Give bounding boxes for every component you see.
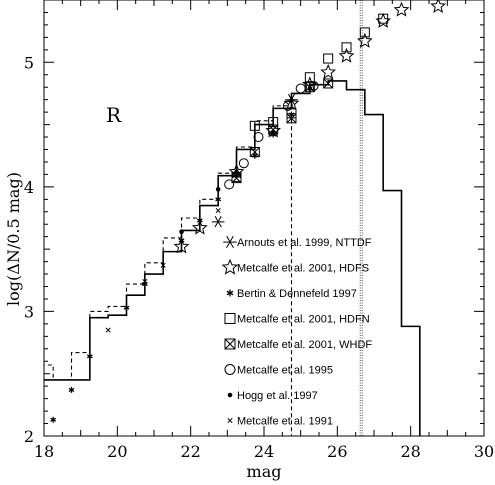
legend-item: Metcalfe et al. 1991 bbox=[227, 416, 333, 428]
x-tick-label: 30 bbox=[474, 442, 494, 461]
point-cross bbox=[215, 207, 221, 214]
legend-marker-circle bbox=[224, 364, 236, 375]
histogram-dashed bbox=[44, 105, 293, 436]
x-tick-label: 26 bbox=[327, 442, 347, 461]
point-star bbox=[320, 63, 337, 79]
legend-item: Bertin & Dennefeld 1997 bbox=[226, 288, 357, 300]
point-square bbox=[378, 13, 389, 24]
point-asterisk bbox=[215, 196, 222, 203]
point-tri-star bbox=[285, 93, 298, 106]
legend-marker-tri-star bbox=[223, 235, 237, 249]
y-axis-label: log(ΔN/0.5 mag) bbox=[4, 172, 23, 306]
series-bowtie bbox=[231, 78, 334, 184]
point-square bbox=[249, 120, 260, 131]
tick-marks bbox=[43, 0, 485, 437]
point-star bbox=[375, 12, 392, 28]
point-circle bbox=[224, 179, 235, 190]
legend-item: Metcalfe et al. 1995 bbox=[224, 364, 333, 377]
legend-item: Arnouts et al. 1999, NTTDF bbox=[223, 235, 372, 249]
point-circle bbox=[295, 83, 306, 94]
legend-marker-square bbox=[224, 313, 236, 324]
legend-item: Metcalfe et al. 2001, HDFS bbox=[221, 258, 369, 275]
x-axis-label: mag bbox=[247, 462, 282, 481]
legend-marker-bowtie bbox=[224, 338, 236, 350]
point-square bbox=[323, 53, 334, 64]
point-dot bbox=[179, 229, 184, 235]
point-dot bbox=[234, 169, 239, 175]
point-cross bbox=[160, 262, 166, 268]
series-dot bbox=[179, 86, 313, 235]
point-square bbox=[268, 117, 279, 128]
point-circle bbox=[282, 100, 293, 111]
legend-label: Metcalfe et al. 1991 bbox=[237, 416, 333, 428]
point-bowtie bbox=[286, 113, 297, 124]
point-star bbox=[430, 0, 447, 13]
legend-marker-star bbox=[221, 258, 239, 275]
legend-marker-asterisk bbox=[226, 289, 234, 297]
y-tick-label: 3 bbox=[24, 302, 34, 321]
y-tick-label: 2 bbox=[24, 427, 34, 446]
point-star bbox=[191, 219, 208, 235]
point-dot bbox=[215, 187, 221, 192]
band-label: R bbox=[106, 103, 122, 127]
point-asterisk bbox=[123, 304, 130, 311]
point-asterisk bbox=[50, 416, 57, 423]
point-square bbox=[341, 42, 352, 53]
series-square bbox=[231, 13, 389, 182]
legend-label: Bertin & Dennefeld 1997 bbox=[237, 288, 357, 300]
legend-item: Hogg et al. 1997 bbox=[227, 390, 318, 402]
point-star bbox=[393, 1, 410, 17]
data-points bbox=[50, 0, 447, 423]
x-tick-label: 24 bbox=[254, 442, 274, 461]
legend-label: Metcalfe et al. 1995 bbox=[237, 365, 333, 377]
point-star bbox=[338, 47, 355, 63]
point-star bbox=[356, 32, 373, 48]
point-bowtie bbox=[323, 78, 334, 89]
point-dot bbox=[270, 129, 276, 135]
point-square bbox=[304, 72, 315, 83]
point-star bbox=[173, 238, 190, 254]
point-circle bbox=[253, 132, 264, 143]
point-square bbox=[359, 27, 370, 38]
legend-marker-cross bbox=[227, 417, 233, 424]
point-dot bbox=[307, 86, 313, 91]
histograms bbox=[44, 80, 421, 436]
legend-item: Metcalfe et al. 2001, HDFN bbox=[224, 313, 370, 326]
point-cross bbox=[105, 327, 111, 333]
point-cross bbox=[142, 278, 148, 285]
legend-label: Metcalfe et al. 2001, HDFS bbox=[237, 263, 369, 275]
y-tick-label: 5 bbox=[24, 53, 34, 72]
limit-line bbox=[359, 0, 363, 436]
x-tick-label: 18 bbox=[34, 442, 54, 461]
point-circle bbox=[238, 158, 249, 169]
legend-label: Metcalfe et al. 2001, HDFN bbox=[237, 314, 370, 326]
legend-marker-dot bbox=[227, 392, 233, 398]
series-star bbox=[173, 0, 447, 254]
series-circle bbox=[224, 80, 319, 190]
axis-ticks bbox=[43, 0, 485, 437]
tick-labels: 18 20 22 24 26 28 30 2 3 4 5 bbox=[24, 53, 494, 461]
x-tick-label: 20 bbox=[107, 442, 127, 461]
series-cross bbox=[105, 207, 221, 333]
point-asterisk bbox=[196, 217, 203, 224]
point-asterisk bbox=[178, 237, 185, 244]
x-tick-label: 22 bbox=[180, 442, 200, 461]
legend-label: Arnouts et al. 1999, NTTDF bbox=[237, 237, 372, 249]
legend-label: Hogg et al. 1997 bbox=[237, 390, 318, 402]
y-tick-label: 4 bbox=[24, 178, 34, 197]
legend-label: Metcalfe et al. 2001, WHDF bbox=[237, 339, 372, 351]
legend: Arnouts et al. 1999, NTTDF Metcalfe et al… bbox=[221, 235, 372, 428]
legend-item: Metcalfe et al. 2001, WHDF bbox=[224, 338, 372, 351]
point-circle bbox=[308, 80, 319, 91]
point-bowtie bbox=[249, 146, 260, 157]
point-tri-star bbox=[211, 215, 225, 228]
point-asterisk bbox=[68, 386, 75, 393]
series-tri-star bbox=[211, 93, 298, 228]
point-asterisk bbox=[86, 353, 93, 360]
x-tick-label: 28 bbox=[400, 442, 420, 461]
